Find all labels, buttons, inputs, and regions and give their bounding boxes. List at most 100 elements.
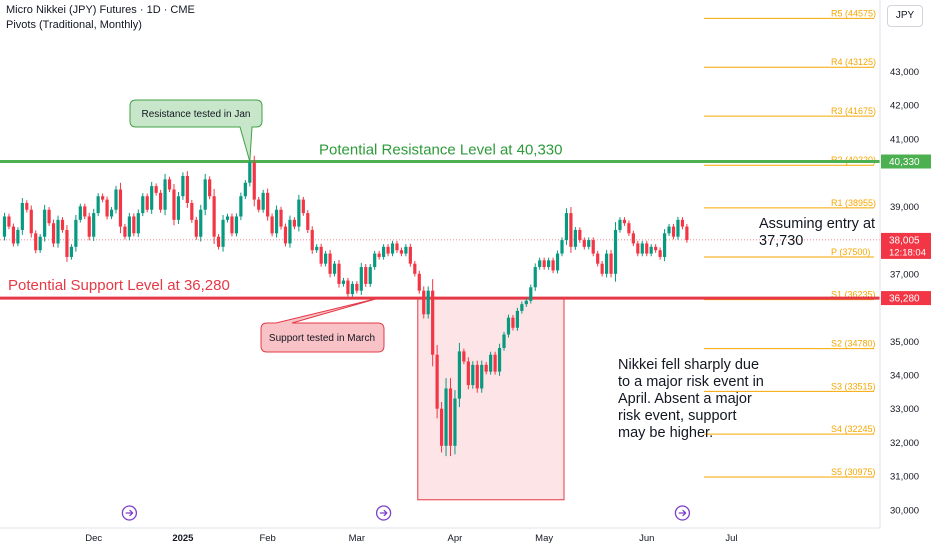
- candle: [645, 240, 649, 257]
- candle-body: [413, 263, 417, 274]
- candle: [524, 298, 528, 307]
- candle-body: [279, 209, 283, 227]
- candle: [457, 342, 462, 408]
- candle-body: [533, 267, 537, 288]
- candle-body: [324, 253, 328, 264]
- candle-body: [538, 260, 542, 268]
- time-tick-label: Jul: [725, 533, 737, 544]
- candle-body: [199, 209, 203, 237]
- pivot-label: S4 (32245): [831, 424, 876, 434]
- event-markers: [121, 505, 691, 521]
- candle: [506, 314, 511, 338]
- candle-body: [359, 267, 363, 291]
- candle-body: [382, 246, 386, 257]
- candle-body: [422, 290, 426, 315]
- candle-body: [466, 361, 470, 386]
- candle: [270, 213, 274, 237]
- candle-body: [29, 209, 33, 234]
- candle: [618, 217, 622, 233]
- candle-body: [212, 196, 216, 237]
- candle: [609, 249, 613, 278]
- candle: [671, 223, 676, 240]
- candle-body: [542, 260, 546, 268]
- candle: [680, 217, 685, 230]
- pivot-label: R4 (43125): [831, 57, 876, 67]
- callout-resistance-jan: Resistance tested in Jan: [129, 99, 263, 162]
- candle: [43, 204, 47, 242]
- candle-body: [596, 253, 600, 264]
- support-price-badge: 36,280: [881, 291, 931, 306]
- candle: [622, 217, 627, 226]
- event-marker-arrow: [678, 509, 687, 517]
- candle-body: [105, 199, 109, 217]
- candle: [667, 223, 671, 237]
- candle-body: [2, 216, 7, 237]
- candle-body: [431, 290, 435, 355]
- candle: [453, 390, 457, 455]
- candle-body: [252, 162, 256, 200]
- candle: [551, 257, 555, 274]
- candle-body: [395, 243, 399, 251]
- candle-body: [600, 263, 604, 274]
- currency-button[interactable]: JPY: [887, 5, 923, 27]
- risk-box: [417, 297, 565, 501]
- candle-body: [622, 219, 627, 224]
- candle: [471, 361, 475, 389]
- candle-body: [368, 267, 372, 284]
- price-tick-label: 35,000: [890, 337, 919, 348]
- candle-body: [292, 219, 296, 227]
- candle: [136, 209, 140, 237]
- risk-note-line: Nikkei fell sharply due: [618, 357, 759, 373]
- candle-body: [573, 229, 577, 247]
- price-axis[interactable]: 30,000 31,000 32,000 33,000 34,000 35,000 37,0…: [879, 0, 919, 528]
- pivot-label: S5 (30975): [831, 467, 876, 477]
- candle: [225, 213, 230, 223]
- candle-body: [185, 176, 189, 203]
- candle: [16, 227, 20, 247]
- candle-body: [373, 253, 377, 268]
- candle: [279, 206, 283, 230]
- candle: [96, 193, 100, 217]
- badge-price: 36,280: [889, 294, 920, 305]
- indicator-legend[interactable]: Pivots (Traditional, Monthly): [6, 19, 142, 31]
- candle: [87, 212, 91, 241]
- candle-body: [618, 219, 622, 230]
- candle: [127, 212, 131, 241]
- candle: [203, 173, 207, 216]
- candle-body: [51, 223, 56, 244]
- badge-countdown: 12:18:04: [889, 247, 926, 258]
- candle-body: [172, 189, 176, 220]
- candle-body: [506, 317, 511, 335]
- pivot-label: S1 (36235): [831, 290, 876, 300]
- candle-body: [386, 246, 390, 254]
- candle-body: [680, 219, 685, 227]
- candle: [310, 226, 314, 254]
- callouts: Resistance tested in Jan Support tested i…: [129, 99, 385, 353]
- candle: [511, 314, 515, 331]
- candle: [417, 270, 421, 294]
- candle: [658, 247, 662, 260]
- candle-body: [511, 317, 515, 328]
- candle-body: [38, 236, 42, 251]
- time-axis[interactable]: Dec 2025 Feb Mar Apr May Jun Jul: [0, 527, 880, 544]
- candle-body: [127, 216, 131, 237]
- price-tick-label: 42,000: [890, 101, 919, 112]
- candle-body: [417, 273, 421, 291]
- event-marker-arrow: [379, 509, 388, 517]
- candle: [114, 185, 118, 214]
- candle-body: [654, 246, 658, 251]
- candle-body: [194, 219, 198, 237]
- candle: [29, 205, 33, 238]
- candle-body: [283, 226, 288, 244]
- candle: [373, 250, 377, 270]
- candle-body: [234, 216, 239, 234]
- candle-body: [167, 179, 172, 190]
- candle: [439, 402, 444, 453]
- candle: [337, 260, 341, 288]
- candle-body: [248, 162, 252, 183]
- candle: [154, 183, 158, 196]
- candle-body: [83, 206, 87, 217]
- candle-body: [141, 196, 145, 214]
